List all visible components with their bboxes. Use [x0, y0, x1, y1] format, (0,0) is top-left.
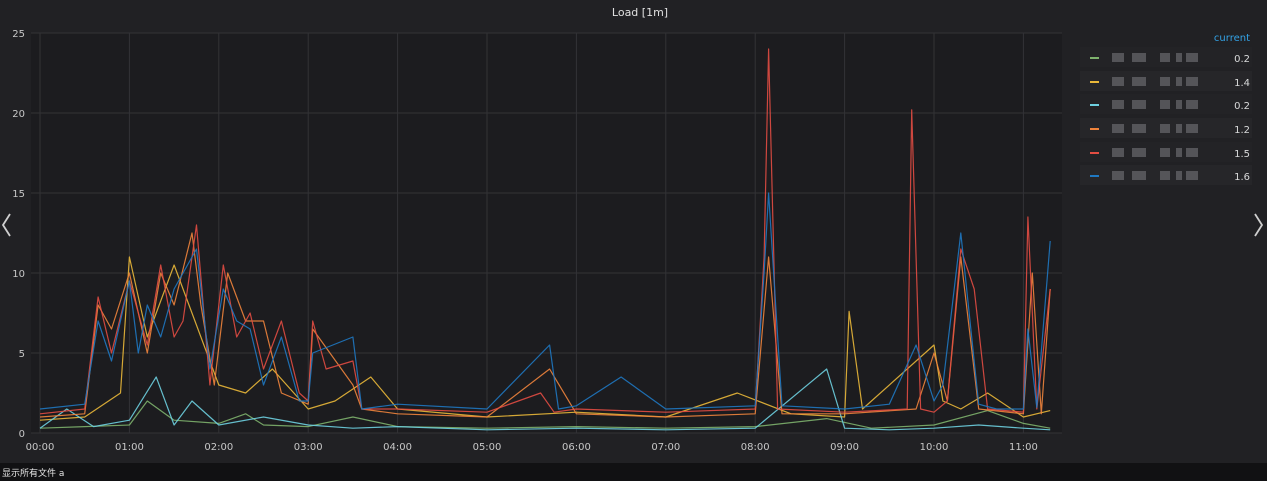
y-tick-label: 25 [12, 29, 25, 40]
x-tick-label: 03:00 [294, 442, 323, 453]
legend-name-blur [1112, 148, 1124, 157]
legend-name-blur [1132, 148, 1146, 157]
legend-name-blur [1160, 77, 1170, 86]
y-tick-label: 20 [12, 109, 25, 120]
series-line-5 [39, 48, 1051, 415]
y-tick-label: 0 [19, 429, 25, 440]
legend-header: current [1214, 33, 1250, 44]
chart-svg: Load [1m] 0 5 10 15 20 25 00:00 01:00 02:00 03:00 0… [12, 6, 1252, 453]
legend-name-blur [1176, 77, 1182, 86]
chart-title: Load [1m] [612, 6, 668, 19]
y-tick-label: 15 [12, 189, 25, 200]
legend-name-blur [1160, 171, 1170, 180]
prev-arrow[interactable] [0, 210, 14, 240]
legend-name-blur [1160, 100, 1170, 109]
legend-name-blur [1132, 77, 1146, 86]
bottom-bar: 显示所有文件 a [0, 463, 1267, 481]
legend-name-blur [1186, 171, 1198, 180]
x-tick-label: 09:00 [830, 442, 859, 453]
legend-name-blur [1176, 171, 1182, 180]
x-tick-label: 01:00 [115, 442, 144, 453]
legend-name-blur [1186, 100, 1198, 109]
series-line-6 [39, 192, 1051, 410]
x-tick-label: 10:00 [920, 442, 949, 453]
legend-name-blur [1132, 124, 1146, 133]
legend-current-value: 1.5 [1234, 149, 1250, 160]
legend-current-value: 1.6 [1234, 172, 1250, 183]
legend-name-blur [1132, 100, 1146, 109]
legend-name-blur [1112, 124, 1124, 133]
legend-name-blur [1132, 53, 1146, 62]
legend-name-blur [1186, 77, 1198, 86]
x-tick-label: 02:00 [204, 442, 233, 453]
plot-area [31, 33, 1062, 433]
legend-name-blur [1112, 53, 1124, 62]
series-line-2 [39, 256, 1051, 421]
x-tick-label: 07:00 [651, 442, 680, 453]
x-tick-label: 00:00 [26, 442, 55, 453]
bottom-text: 显示所有文件 a [2, 469, 65, 479]
legend-name-blur [1132, 171, 1146, 180]
legend-name-blur [1160, 148, 1170, 157]
legend-name-blur [1176, 100, 1182, 109]
y-tick-label: 10 [12, 269, 25, 280]
legend-name-blur [1160, 53, 1170, 62]
x-tick-label: 06:00 [562, 442, 591, 453]
x-tick-label: 05:00 [473, 442, 502, 453]
x-tick-label: 08:00 [741, 442, 770, 453]
legend-name-blur [1176, 148, 1182, 157]
legend-name-blur [1112, 77, 1124, 86]
legend-name-blur [1186, 53, 1198, 62]
chart-panel: Load [1m] 0 5 10 15 20 25 00:00 01:00 02:00 03:00 0… [12, 6, 1252, 453]
legend-name-blur [1186, 148, 1198, 157]
legend-current-value: 0.2 [1234, 54, 1250, 65]
x-tick-label: 11:00 [1009, 442, 1038, 453]
legend-name-blur [1176, 124, 1182, 133]
legend-name-blur [1112, 100, 1124, 109]
chevron-left-icon [1, 213, 11, 237]
chevron-right-icon [1254, 213, 1264, 237]
x-tick-label: 04:00 [383, 442, 412, 453]
legend-name-blur [1176, 53, 1182, 62]
legend-current-value: 0.2 [1234, 101, 1250, 112]
series-line-3 [39, 368, 1051, 431]
legend-current-value: 1.4 [1234, 78, 1250, 89]
legend-name-blur [1160, 124, 1170, 133]
legend-name-blur [1112, 171, 1124, 180]
legend-name-blur [1186, 124, 1198, 133]
next-arrow[interactable] [1251, 210, 1265, 240]
y-tick-label: 5 [19, 349, 25, 360]
legend-current-value: 1.2 [1234, 125, 1250, 136]
